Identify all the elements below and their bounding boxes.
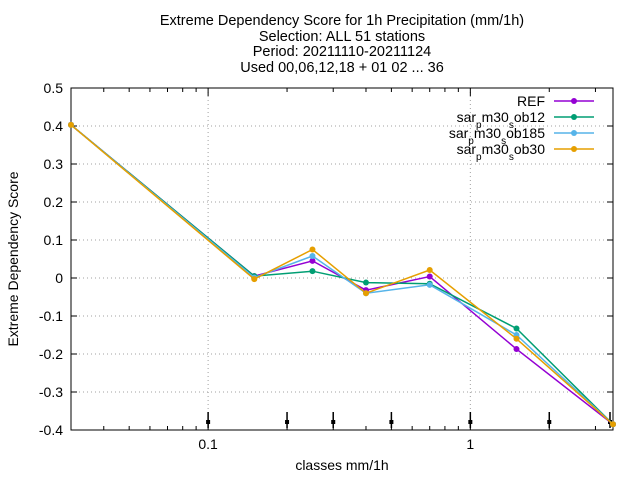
threshold-markers (206, 412, 612, 428)
series-point (309, 257, 316, 264)
title-line-4: Used 00,06,12,18 + 01 02 ... 36 (240, 60, 444, 76)
threshold-marker-dot (547, 420, 552, 424)
x-tick-label: 0.1 (198, 436, 218, 452)
y-tick-label: -0.3 (39, 384, 63, 400)
series-line (70, 124, 614, 425)
threshold-marker-dot (285, 420, 290, 424)
series-point (426, 267, 433, 274)
legend-marker (571, 98, 577, 104)
title-line-1: Extreme Dependency Score for 1h Precipit… (160, 13, 524, 29)
series-line (70, 124, 614, 425)
series-point (362, 279, 369, 286)
x-axis-label: classes mm/1h (295, 457, 388, 473)
y-tick-label: 0.4 (44, 118, 64, 134)
y-axis-label: Extreme Dependency Score (5, 171, 21, 346)
y-tick-label: 0.1 (44, 232, 64, 248)
series-point (610, 421, 616, 428)
legend-label: REF (517, 93, 545, 109)
legend-marker (571, 146, 577, 152)
y-tick-label: 0.3 (44, 156, 64, 172)
series-lines (68, 121, 616, 428)
x-tick-label: 1 (466, 436, 474, 452)
y-tick-label: 0.5 (44, 80, 64, 96)
series-point (309, 246, 316, 253)
y-tick-label: -0.4 (39, 422, 63, 438)
y-tick-label: 0.2 (44, 194, 64, 210)
series-point (426, 273, 433, 280)
threshold-marker-dot (389, 420, 394, 424)
threshold-marker-dot (331, 420, 336, 424)
series-point (513, 346, 520, 353)
series-point (513, 325, 520, 332)
y-tick-label: -0.1 (39, 308, 63, 324)
threshold-marker-dot (206, 420, 211, 424)
series-point (309, 268, 316, 275)
threshold-marker-dot (468, 420, 473, 424)
title-line-2: Selection: ALL 51 stations (259, 29, 425, 45)
legend-label: sarpm30sob30 (457, 141, 546, 163)
y-tick-label: 0 (55, 270, 63, 286)
chart-title: Extreme Dependency Score for 1h Precipit… (160, 13, 524, 76)
series-point (513, 335, 520, 342)
legend-marker (571, 130, 577, 136)
grid (71, 88, 613, 430)
series-point (68, 121, 74, 128)
series-point (362, 290, 369, 297)
title-line-3: Period: 20211110-20211124 (253, 44, 431, 60)
axis-ticks: -0.4 -0.3 -0.2 -0.1 0 0.1 0.2 0.3 0.4 0.5 0.1 1 (39, 80, 613, 452)
y-tick-label: -0.2 (39, 346, 63, 362)
legend-marker (571, 114, 577, 120)
series-line (70, 124, 614, 425)
series-point (309, 252, 316, 259)
series-point (426, 281, 433, 288)
plot-frame (70, 87, 614, 431)
series-point (251, 276, 258, 283)
series-line (70, 124, 614, 425)
